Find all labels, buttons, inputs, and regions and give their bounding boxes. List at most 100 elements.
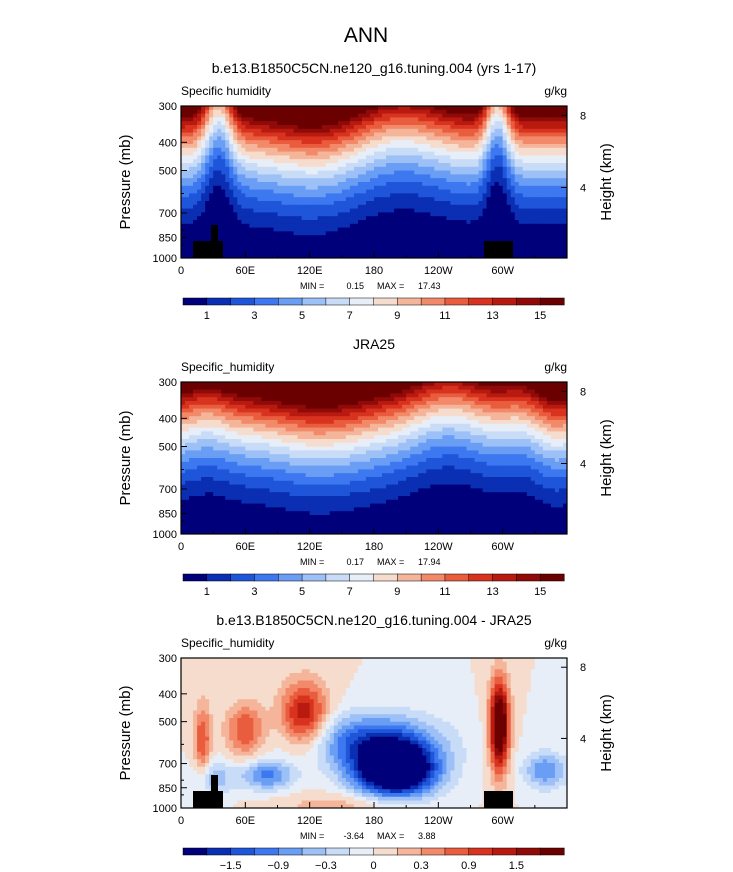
contour-cell: [213, 416, 218, 421]
contour-cell: [265, 204, 271, 210]
contour-cell: [462, 109, 468, 115]
contour-cell: [422, 197, 427, 202]
contour-cell: [434, 246, 439, 251]
contour-cell: [305, 393, 311, 398]
contour-cell: [550, 204, 556, 210]
contour-cell: [382, 254, 387, 258]
contour-cell: [438, 136, 443, 141]
contour-cell: [353, 223, 359, 229]
contour-cell: [502, 121, 508, 126]
contour-cell: [337, 242, 343, 248]
contour-cell: [321, 197, 327, 202]
contour-cell: [277, 401, 283, 406]
contour-cell: [229, 423, 234, 429]
contour-cell: [217, 212, 222, 217]
contour-cell: [365, 389, 371, 394]
contour-cell: [221, 223, 226, 229]
contour-cell: [430, 159, 435, 164]
contour-cell: [514, 113, 520, 118]
contour-cell: [394, 397, 399, 402]
contour-cell: [542, 109, 548, 115]
contour-cell: [534, 231, 540, 236]
contour-cell: [181, 106, 186, 111]
contour-cell: [462, 239, 468, 244]
contour-cell: [498, 185, 504, 191]
contour-cell: [426, 239, 431, 244]
contour-cell: [321, 382, 327, 387]
contour-cell: [253, 140, 258, 145]
contour-cell: [470, 140, 476, 145]
contour-cell: [297, 113, 303, 118]
contour-cell: [225, 125, 230, 130]
contour-cell: [378, 389, 383, 394]
contour-cell: [245, 106, 250, 111]
contour-cell: [498, 151, 504, 156]
contour-cell: [510, 193, 516, 198]
contour-cell: [305, 250, 311, 255]
contour-cell: [257, 193, 263, 198]
contour-cell: [237, 254, 242, 258]
contour-cell: [357, 204, 363, 210]
contour-cell: [478, 235, 484, 240]
contour-cell: [297, 212, 303, 217]
contour-cell: [430, 385, 435, 391]
contour-cell: [418, 136, 423, 141]
contour-cell: [181, 401, 186, 406]
contour-cell: [378, 412, 383, 417]
contour-cell: [530, 189, 536, 194]
contour-cell: [530, 389, 536, 394]
contour-cell: [558, 212, 564, 217]
contour-cell: [418, 185, 423, 191]
contour-cell: [245, 132, 250, 137]
contour-cell: [438, 144, 443, 149]
contour-cell: [454, 389, 460, 394]
y-tick-label: 850: [159, 232, 177, 244]
stats-min: 0.15: [346, 281, 364, 291]
contour-cell: [522, 254, 528, 258]
contour-cell: [273, 231, 279, 236]
contour-cell: [293, 159, 299, 164]
contour-cell: [265, 144, 271, 149]
contour-cell: [293, 121, 299, 126]
contour-cell: [462, 174, 468, 179]
contour-cell: [229, 155, 234, 160]
contour-cell: [293, 182, 299, 187]
contour-cell: [506, 216, 512, 221]
contour-cell: [333, 121, 339, 126]
contour-cell: [494, 416, 500, 421]
contour-cell: [510, 113, 516, 118]
contour-cell: [506, 155, 512, 160]
contour-cell: [414, 254, 419, 258]
contour-cell: [406, 393, 411, 398]
contour-cell: [317, 140, 323, 145]
contour-cell: [281, 185, 287, 191]
contour-cell: [213, 382, 218, 387]
contour-cell: [446, 106, 451, 111]
contour-cell: [233, 189, 238, 194]
contour-cell: [542, 385, 548, 391]
contour-cell: [382, 132, 387, 137]
contour-cell: [510, 189, 516, 194]
contour-cell: [265, 416, 271, 421]
contour-cell: [454, 212, 460, 217]
contour-cell: [534, 242, 540, 248]
contour-cell: [349, 197, 355, 202]
contour-cell: [374, 121, 379, 126]
contour-cell: [482, 166, 488, 172]
contour-cell: [534, 197, 540, 202]
contour-cell: [418, 144, 423, 149]
contour-cell: [458, 155, 464, 160]
contour-cell: [462, 125, 468, 130]
contour-cell: [402, 408, 407, 413]
contour-cell: [365, 144, 371, 149]
contour-cell: [313, 389, 319, 394]
contour-cell: [245, 189, 250, 194]
contour-cell: [474, 408, 480, 413]
contour-cell: [297, 227, 303, 232]
contour-cell: [490, 420, 496, 425]
contour-cell: [438, 220, 443, 225]
contour-cell: [361, 174, 367, 179]
contour-cell: [253, 254, 258, 258]
contour-cell: [402, 220, 407, 225]
contour-cell: [349, 420, 355, 425]
